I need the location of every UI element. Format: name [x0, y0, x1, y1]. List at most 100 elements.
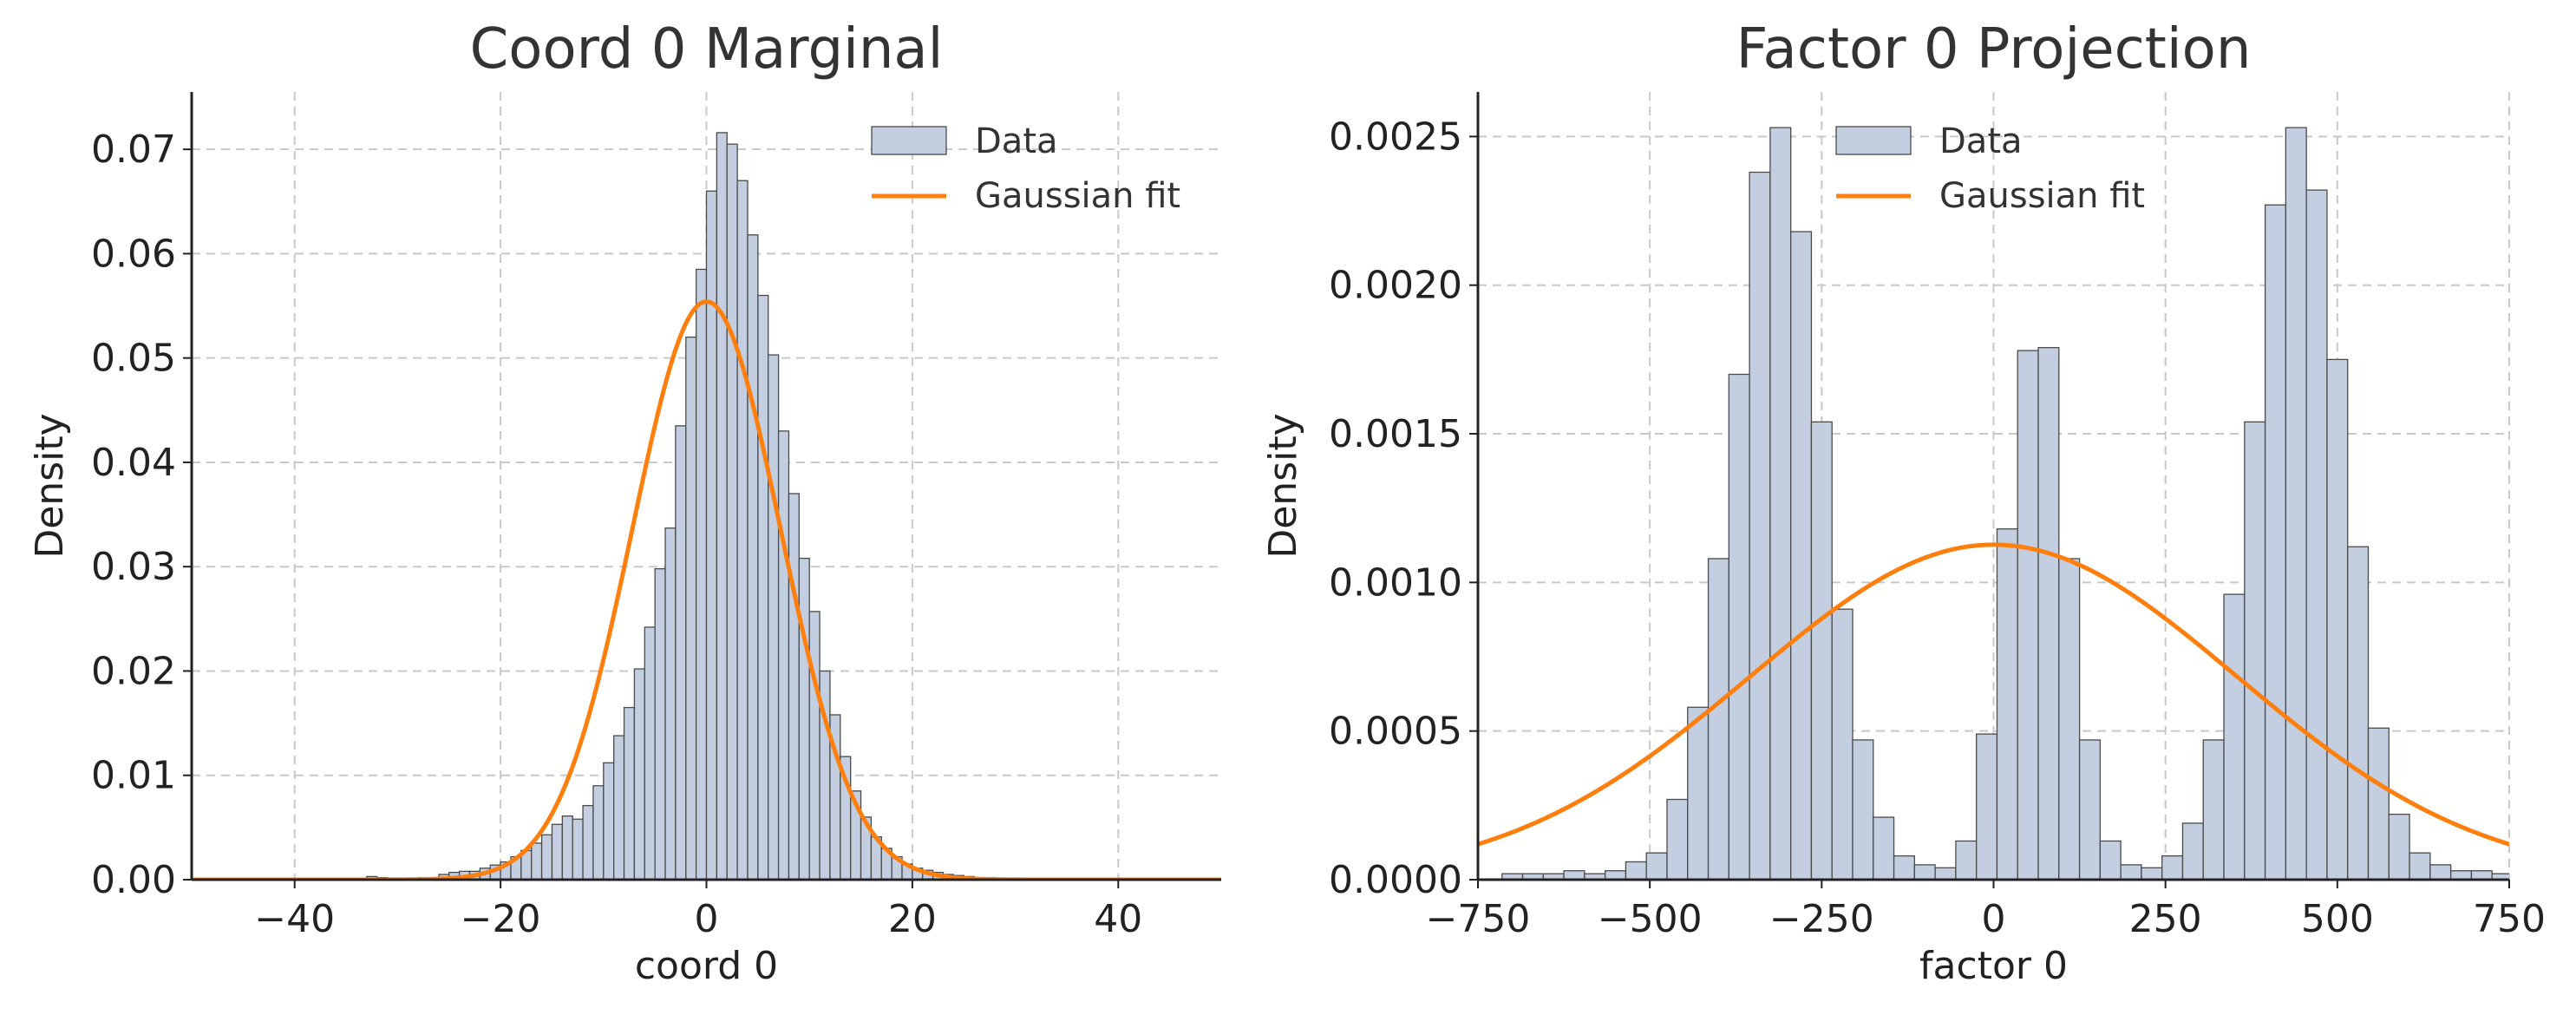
histogram-bars [366, 132, 1036, 880]
histogram-bar [2099, 840, 2122, 880]
histogram-bar [1831, 608, 1854, 880]
histogram-bar [695, 268, 708, 880]
histogram-bar [1810, 421, 1833, 880]
chart-factor-0-projection: −750 −500 −250 0 250 500 750 0.0000 0.0005 0.0010… [1261, 17, 2546, 988]
legend-label-gaussian-fit: Gaussian fit [975, 176, 1180, 216]
histogram-bar [1996, 528, 2018, 880]
histogram-bar [808, 611, 821, 880]
histogram-bar [2449, 870, 2473, 880]
y-tick-label: 0.03 [91, 545, 176, 589]
histogram-bar [1645, 852, 1668, 880]
histogram-bar [572, 818, 584, 880]
y-axis-label: Density [1261, 413, 1305, 558]
y-tick-label: 0.01 [91, 754, 176, 798]
histogram-bar [788, 493, 800, 880]
x-tick-label: 0 [1982, 897, 2006, 941]
legend-swatch-data [871, 126, 947, 155]
x-tick-label: 20 [888, 897, 937, 941]
histogram-bar [2429, 864, 2452, 880]
histogram-bar [1604, 870, 1627, 880]
y-tick-label: 0.0000 [1329, 858, 1462, 902]
legend-label-data: Data [1939, 121, 2023, 161]
histogram-bar [633, 668, 645, 880]
histogram-bar [1913, 864, 1936, 880]
x-axis-label: coord 0 [635, 944, 778, 988]
histogram-bar [2161, 855, 2184, 880]
histogram-bar [561, 815, 573, 880]
histogram-bar [1666, 798, 1689, 880]
histogram-bar [2078, 739, 2102, 880]
chart-coord-0-marginal: −40 −20 0 20 40 0.00 0.01 0.02 0.03 0.04 0.05 0.06 0… [28, 17, 1221, 988]
histogram-bar [2244, 421, 2266, 880]
histogram-bar [623, 706, 636, 880]
histogram-bar [2223, 593, 2246, 880]
histogram-bar [664, 527, 677, 880]
y-tick-label: 0.06 [91, 232, 176, 276]
y-tick-label: 0.0005 [1329, 710, 1462, 754]
histogram-bar [1873, 816, 1895, 880]
histogram-bar [540, 834, 553, 880]
legend: Data Gaussian fit [1835, 121, 2145, 216]
histogram-bar [2409, 852, 2431, 880]
histogram-bar [582, 804, 594, 880]
x-tick-label: −250 [1769, 897, 1874, 941]
y-axis-label: Density [28, 413, 72, 558]
histogram-bar [592, 785, 605, 880]
histogram-bar [2264, 204, 2287, 880]
histogram-bar [777, 430, 790, 880]
histogram-bar [675, 425, 687, 880]
histogram-bar [1769, 127, 1792, 880]
histogram-bar [1852, 739, 1874, 880]
x-axis-label: factor 0 [1919, 944, 2068, 988]
histogram-bar [2181, 822, 2204, 880]
chart-title: Coord 0 Marginal [470, 17, 944, 82]
y-tick-label: 0.05 [91, 337, 176, 381]
x-tick-label: −20 [461, 897, 541, 941]
histogram-bar [613, 735, 625, 880]
legend-swatch-data [1835, 126, 1912, 155]
histogram-bar [1934, 867, 1957, 880]
x-tick-label: 750 [2473, 897, 2546, 941]
histogram-bar [1893, 855, 1915, 880]
histogram-bar [1707, 558, 1729, 880]
histogram-bar [2141, 867, 2163, 880]
y-tick-label: 0.0020 [1329, 264, 1462, 308]
histogram-bar [798, 557, 810, 880]
x-tick-label: 250 [2129, 897, 2202, 941]
histogram-bar [705, 190, 718, 880]
y-tick-label: 0.07 [91, 128, 176, 172]
x-tick-label: 0 [695, 897, 719, 941]
legend: Data Gaussian fit [871, 121, 1180, 216]
histogram-bars [1501, 127, 2509, 880]
y-tick-label: 0.00 [91, 858, 176, 902]
histogram-bar [2347, 546, 2370, 880]
y-tick-label: 0.0015 [1329, 412, 1462, 456]
histogram-bar [531, 842, 543, 880]
histogram-bar [1749, 171, 1771, 880]
histogram-bar [654, 567, 666, 880]
histogram-bar [2326, 358, 2349, 880]
histogram-bar [1728, 373, 1750, 880]
histogram-bar [2058, 558, 2081, 880]
histogram-bar [644, 626, 656, 880]
histogram-bar [2120, 864, 2142, 880]
histogram-bar [2285, 127, 2307, 880]
y-tick-label: 0.0025 [1329, 115, 1462, 159]
histogram-bar [757, 294, 769, 880]
x-tick-label: −500 [1598, 897, 1703, 941]
histogram-bar [716, 132, 728, 880]
histogram-bar [1687, 706, 1710, 880]
legend-label-gaussian-fit: Gaussian fit [1939, 176, 2145, 216]
x-tick-label: 40 [1094, 897, 1142, 941]
y-tick-label: 0.0010 [1329, 560, 1462, 605]
histogram-bar [1790, 231, 1813, 880]
histogram-bar [2305, 189, 2328, 880]
histogram-bar [2037, 347, 2060, 880]
x-tick-label: 500 [2301, 897, 2374, 941]
x-tick-label: −40 [254, 897, 335, 941]
histogram-bar [2388, 813, 2410, 880]
histogram-bar [1955, 840, 1978, 880]
histogram-bar [768, 354, 780, 880]
histogram-bar [2202, 739, 2225, 880]
